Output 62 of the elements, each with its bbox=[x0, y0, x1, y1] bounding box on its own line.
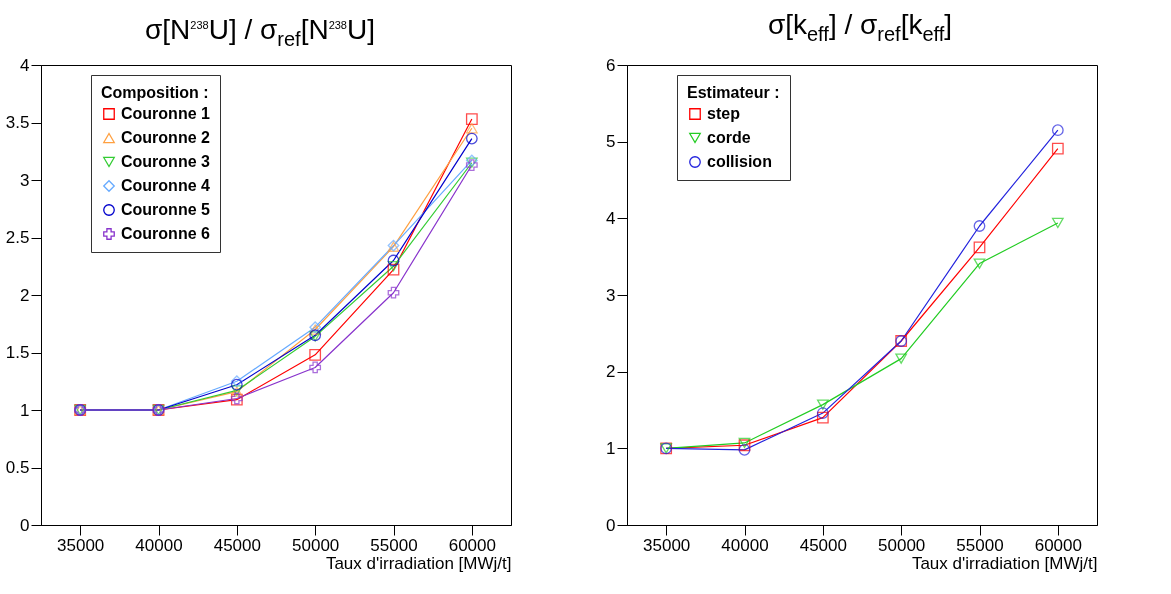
x-tick-label: 40000 bbox=[135, 535, 183, 555]
legend-label: Couronne 6 bbox=[121, 225, 210, 242]
y-tick-label: 0 bbox=[20, 515, 30, 535]
legend-label: collision bbox=[707, 153, 772, 170]
point bbox=[309, 361, 322, 374]
x-tick-label: 35000 bbox=[643, 535, 691, 555]
y-tick-label: 5 bbox=[606, 132, 616, 152]
point bbox=[1051, 124, 1064, 137]
legend-label: Couronne 4 bbox=[121, 177, 210, 194]
legend-label: step bbox=[707, 105, 741, 122]
x-tick-label: 50000 bbox=[878, 535, 926, 555]
y-tick-label: 3 bbox=[20, 170, 30, 190]
point bbox=[816, 411, 829, 424]
y-tick-label: 2 bbox=[20, 285, 30, 305]
point bbox=[465, 132, 478, 145]
y-tick-label: 3 bbox=[606, 285, 616, 305]
x-axis-title: Taux d'irradiation [MWj/t] bbox=[911, 553, 1098, 573]
point bbox=[973, 220, 986, 232]
point bbox=[816, 399, 829, 410]
y-tick-label: 1.5 bbox=[5, 343, 30, 362]
point bbox=[465, 113, 478, 125]
y-tick-label: 4 bbox=[20, 55, 30, 75]
point bbox=[387, 261, 400, 272]
chart-title: σ[k$_{eff}$] / σ$_{ref}$[k$_{eff}$] bbox=[766, 8, 954, 47]
y-tick-label: 3.5 bbox=[5, 113, 30, 132]
point bbox=[816, 407, 829, 419]
chart-title: σ[N$^{238}$U] / σ$_{ref}$[N$^{238}$U] bbox=[144, 13, 376, 50]
y-tick-label: 6 bbox=[606, 55, 616, 75]
legend-label: corde bbox=[707, 129, 751, 146]
legend-title: Estimateur : bbox=[687, 84, 780, 101]
x-tick-label: 40000 bbox=[721, 535, 769, 555]
point bbox=[387, 254, 400, 267]
y-tick-label: 0.5 bbox=[5, 458, 30, 477]
y-tick-label: 1 bbox=[20, 400, 30, 420]
point bbox=[973, 258, 986, 269]
legend-label: Couronne 5 bbox=[121, 201, 210, 218]
x-tick-label: 50000 bbox=[292, 535, 340, 555]
point bbox=[465, 123, 478, 134]
x-tick-label: 55000 bbox=[370, 535, 418, 555]
legend-label: Couronne 1 bbox=[121, 105, 210, 122]
point bbox=[895, 353, 908, 364]
y-tick-label: 2.5 bbox=[5, 228, 30, 247]
legend-label: Couronne 3 bbox=[121, 153, 210, 170]
point bbox=[1051, 217, 1064, 229]
point bbox=[309, 348, 322, 361]
x-tick-label: 45000 bbox=[799, 535, 847, 555]
legend-label: Couronne 2 bbox=[121, 129, 210, 146]
x-tick-label: 45000 bbox=[213, 535, 261, 555]
point bbox=[973, 241, 986, 254]
y-tick-label: 0 bbox=[606, 515, 616, 535]
point bbox=[1051, 142, 1064, 155]
y-tick-label: 4 bbox=[606, 208, 616, 228]
x-tick-label: 60000 bbox=[448, 535, 496, 555]
point bbox=[738, 443, 751, 456]
x-axis-title: Taux d'irradiation [MWj/t] bbox=[325, 553, 512, 573]
x-tick-label: 60000 bbox=[1034, 535, 1082, 555]
y-tick-label: 2 bbox=[606, 362, 616, 382]
y-tick-label: 1 bbox=[606, 438, 616, 458]
legend-title: Composition : bbox=[101, 84, 209, 101]
point bbox=[387, 286, 400, 299]
x-tick-label: 35000 bbox=[57, 535, 105, 555]
x-tick-label: 55000 bbox=[956, 535, 1004, 555]
